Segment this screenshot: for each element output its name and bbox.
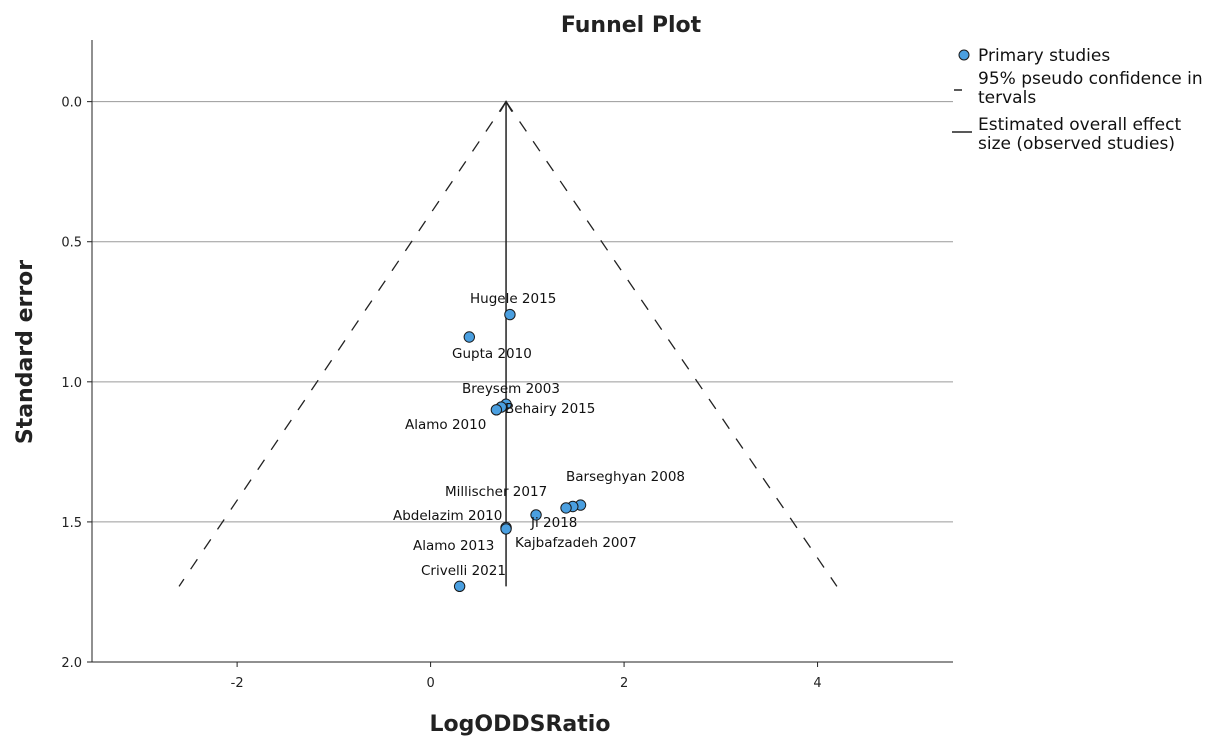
point-labels: Hugele 2015 Gupta 2010 Breysem 2003 Behairy… bbox=[393, 291, 685, 579]
point-1 bbox=[464, 332, 474, 342]
y-tick-label-1.5: 1.5 bbox=[61, 516, 82, 531]
point-label-10: Alamo 2013 bbox=[413, 538, 494, 554]
point-10 bbox=[501, 524, 511, 534]
axes: 0.0 0.5 1.0 1.5 2.0 -2 0 2 4 bbox=[61, 40, 953, 691]
point-label-2: Breysem 2003 bbox=[462, 381, 560, 397]
point-4 bbox=[491, 405, 501, 415]
legend-label-effect: Estimated overall effect size (observed … bbox=[978, 115, 1187, 154]
ci-line-right bbox=[506, 102, 837, 587]
legend: Primary studies 95% pseudo confidence in… bbox=[952, 46, 1203, 154]
point-label-3: Behairy 2015 bbox=[505, 401, 595, 417]
y-axis-title: Standard error bbox=[13, 260, 38, 444]
point-label-0: Hugele 2015 bbox=[470, 291, 556, 307]
legend-label-primary: Primary studies bbox=[978, 46, 1110, 66]
point-7 bbox=[561, 503, 571, 513]
y-tick-label-0.0: 0.0 bbox=[61, 96, 82, 111]
y-tick-label-1.0: 1.0 bbox=[61, 376, 82, 391]
legend-label-ci: 95% pseudo confidence in tervals bbox=[978, 69, 1203, 108]
x-axis-title: LogODDSRatio bbox=[430, 712, 611, 737]
x-tick-label-2: 2 bbox=[620, 676, 628, 691]
chart-title: Funnel Plot bbox=[561, 13, 702, 38]
point-label-8: Ji 2018 bbox=[530, 515, 577, 531]
y-tick-label-2.0: 2.0 bbox=[61, 656, 82, 671]
x-tick-label-0: 0 bbox=[426, 676, 434, 691]
grid bbox=[92, 102, 953, 522]
x-tick-label--2: -2 bbox=[231, 676, 244, 691]
point-label-6: Millischer 2017 bbox=[445, 484, 547, 500]
y-tick-label-0.5: 0.5 bbox=[61, 236, 82, 251]
point-label-4: Alamo 2010 bbox=[405, 417, 486, 433]
point-label-1: Gupta 2010 bbox=[452, 346, 532, 362]
point-label-7: Kajbafzadeh 2007 bbox=[515, 535, 637, 551]
legend-marker-primary bbox=[959, 50, 969, 60]
point-label-11: Crivelli 2021 bbox=[421, 563, 506, 579]
funnel-lines bbox=[179, 102, 837, 587]
point-0 bbox=[505, 309, 515, 319]
x-tick-label-4: 4 bbox=[813, 676, 821, 691]
point-11 bbox=[454, 581, 464, 591]
point-label-9: Abdelazim 2010 bbox=[393, 508, 502, 524]
point-label-5: Barseghyan 2008 bbox=[566, 469, 685, 485]
